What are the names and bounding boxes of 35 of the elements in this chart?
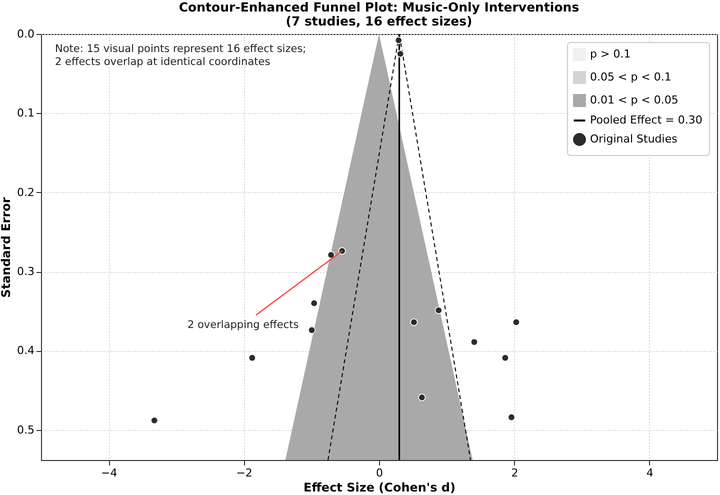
legend-label: Original Studies [590,132,678,146]
point [327,251,335,259]
point [310,299,318,307]
y-tick-label: 0.5 [17,423,34,436]
x-tick-label: 4 [646,466,654,480]
point [501,354,509,362]
annotation: Note: 15 visual points represent 16 effect sizes; 2 effects overlap at identical coordinates [55,43,306,68]
point [508,413,516,421]
point [434,306,442,314]
chart-title: Contour-Enhanced Funnel Plot: Music-Only Interventions (7 studies, 16 effect sizes) [178,0,580,28]
legend-label: Pooled Effect = 0.30 [590,114,702,126]
point [150,416,158,424]
y-tick-label: 0.1 [17,106,34,120]
point [418,394,426,402]
point [308,326,316,334]
x-tick-label: 2 [511,466,518,480]
y-tick-label: 0.3 [17,265,34,278]
y-tick-label: 0.2 [17,186,34,199]
x-tick-label: −4 [100,466,118,480]
y-axis-title: Standard Error [0,197,14,298]
point [410,318,418,326]
legend-label: p > 0.1 [590,48,631,60]
y-tick-label: 0.0 [17,28,34,40]
point [396,50,404,58]
x-axis-title: Effect Size (Cohen's d) [304,480,456,494]
point [248,354,256,362]
point [512,318,520,326]
point [394,36,402,44]
legend-label: 0.01 < p < 0.05 [590,94,678,106]
y-tick-label: 0.4 [17,344,34,358]
annotation: 2 overlapping effects [187,318,299,331]
legend-label: 0.05 < p < 0.1 [590,70,672,84]
point [470,338,478,346]
x-tick-label: −2 [236,466,252,480]
x-tick-label: 0 [376,466,383,480]
